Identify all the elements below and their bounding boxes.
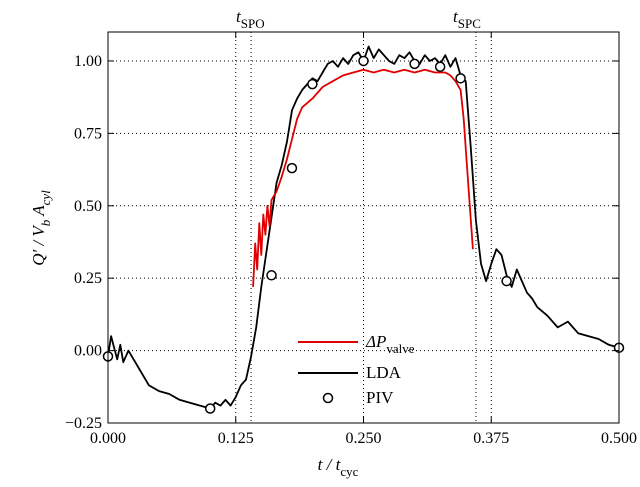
y-axis-label-main: Q′ / V (29, 224, 48, 266)
x-axis-label: t / tcyc (318, 455, 359, 479)
legend-swatch-piv (322, 392, 334, 404)
legend-label-piv: PIV (366, 388, 394, 407)
y-axis-label-mid: A (29, 205, 48, 220)
legend-label-dp-sub: valve (386, 341, 414, 356)
x-tick-label-4: 0.500 (601, 430, 637, 447)
legend-label-dp-main: ΔP (365, 332, 386, 351)
x-tick-label-3: 0.375 (473, 430, 509, 447)
piv-point-8 (455, 73, 466, 84)
marker-label-spo-sub: SPO (241, 16, 265, 31)
marker-label-spc-sub: SPC (458, 16, 481, 31)
y-tick-label-1: 0.00 (74, 343, 102, 360)
piv-point-1 (204, 403, 216, 414)
legend-label-dp: ΔPvalve (365, 332, 415, 356)
y-tick-label-2: 0.25 (74, 270, 102, 287)
marker-label-spo: tSPO (236, 7, 265, 31)
x-axis-label-sub: cyc (340, 464, 358, 479)
piv-point-3 (286, 162, 298, 174)
x-axis-label-main: t / t (318, 455, 342, 474)
y-tick-label-0: −0.25 (65, 415, 102, 432)
marker-label-spc-main: t (453, 7, 459, 26)
piv-point-9 (501, 275, 512, 287)
piv-point-5 (358, 55, 369, 67)
x-tick-label-1: 0.125 (218, 430, 254, 447)
y-tick-label-3: 0.50 (74, 198, 102, 215)
x-tick-label-2: 0.250 (346, 430, 382, 447)
piv-point-4 (307, 78, 318, 90)
y-axis-label: Q′ / Vb Acyl (29, 190, 53, 266)
legend-label-lda: LDA (366, 363, 402, 382)
marker-label-spc: tSPC (453, 7, 481, 31)
y-tick-label-4: 0.75 (74, 125, 102, 142)
y-axis-label-sub2: cyl (38, 190, 53, 206)
piv-point-7 (434, 61, 446, 73)
x-tick-label-0: 0.000 (90, 430, 126, 447)
series-line-dp-valve (252, 68, 474, 287)
piv-point-6 (409, 58, 420, 70)
y-axis-label-sub1: b (38, 219, 53, 226)
x-axis-ticks: 0.000 0.125 0.250 0.375 0.500 (90, 32, 637, 447)
piv-points (102, 55, 625, 414)
legend: ΔPvalve LDA PIV (298, 332, 415, 407)
piv-point-2 (266, 270, 277, 281)
marker-label-spo-main: t (236, 7, 242, 26)
y-axis-ticks: −0.25 0.00 0.25 0.50 0.75 1.00 (65, 53, 619, 432)
grid-lines (108, 32, 619, 423)
y-tick-label-5: 1.00 (74, 53, 102, 70)
